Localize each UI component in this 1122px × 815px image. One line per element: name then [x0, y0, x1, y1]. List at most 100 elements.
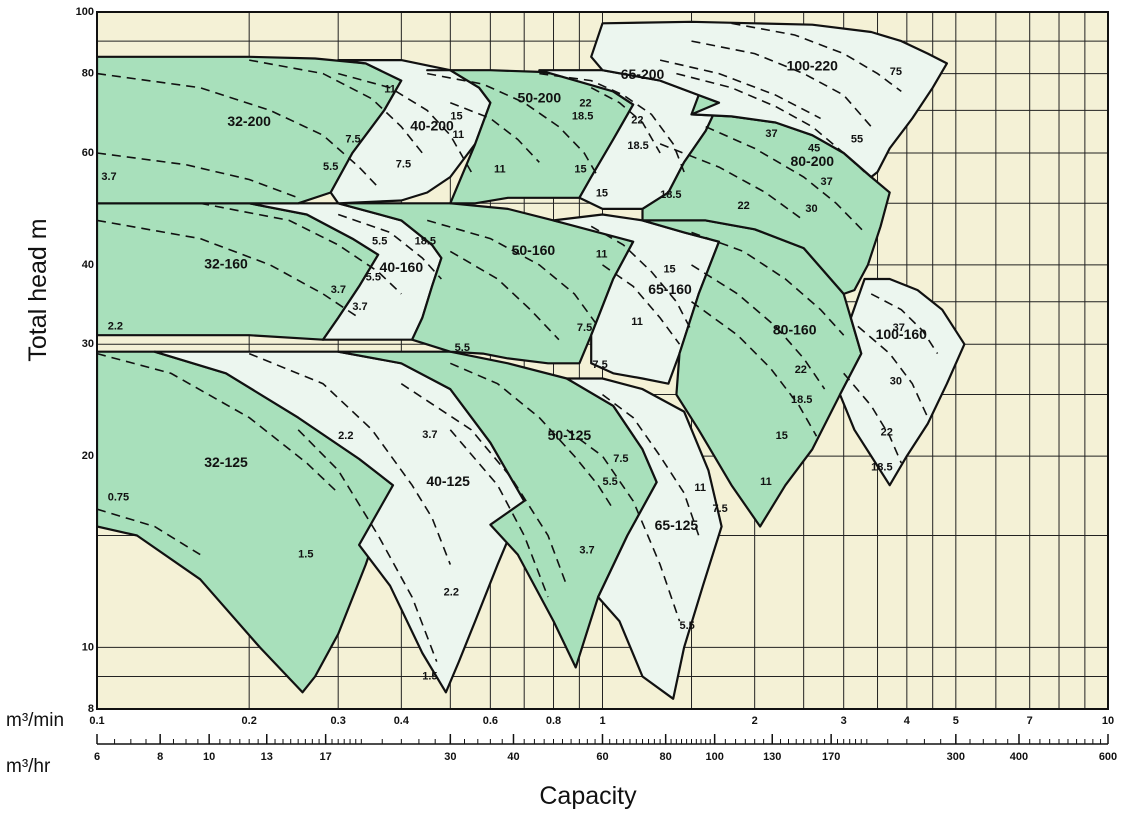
- secondary-tick-label: 30: [444, 751, 456, 763]
- impeller-curve: [97, 352, 339, 494]
- secondary-tick-label: 300: [947, 751, 965, 763]
- power-label: 37: [765, 128, 777, 140]
- y-tick-label: 8: [88, 703, 94, 715]
- x-tick-label: 7: [1027, 715, 1033, 727]
- impeller-curve: [590, 225, 693, 332]
- power-label: 3.7: [579, 545, 594, 557]
- x-axis-title: Capacity: [539, 782, 637, 810]
- impeller-curve: [691, 231, 845, 336]
- y-axis-title: Total head m: [24, 218, 52, 361]
- x-unit-primary: m³/min: [6, 710, 64, 731]
- secondary-tick-label: 600: [1099, 751, 1117, 763]
- power-label: 1.5: [298, 548, 313, 560]
- power-label: 37: [893, 322, 905, 334]
- power-label: 30: [890, 376, 902, 388]
- power-label: 11: [596, 249, 608, 261]
- model-label-65-160: 65-160: [648, 281, 692, 297]
- power-label: 75: [890, 66, 902, 78]
- power-label: 7.5: [396, 159, 411, 171]
- secondary-tick-label: 80: [660, 751, 672, 763]
- impeller-curve: [449, 362, 614, 510]
- power-label: 30: [805, 203, 817, 215]
- impeller-curve: [659, 143, 805, 222]
- power-label: 15: [776, 430, 788, 442]
- zone-50-125: [337, 350, 658, 669]
- power-label: 15: [450, 110, 462, 122]
- power-label: 7.5: [613, 453, 628, 465]
- model-label-32-160: 32-160: [204, 256, 248, 272]
- zone-100-220: [590, 20, 949, 179]
- power-label: 18.5: [415, 236, 436, 248]
- x-tick-label: 0.3: [331, 715, 346, 727]
- impeller-curve: [843, 372, 903, 464]
- y-tick-label: 20: [82, 450, 94, 462]
- power-label: 18.5: [791, 394, 812, 406]
- model-label-50-160: 50-160: [512, 242, 556, 258]
- zone-65-125: [565, 377, 723, 700]
- impeller-curves: [97, 22, 939, 662]
- y-tick-labels: 8 10 20 30 40 60 80 100: [76, 6, 94, 715]
- power-label: 3.7: [101, 171, 116, 183]
- power-annotations: 0.75 1.5 2.2 1.5 2.2 3.7 3.7 5.5 7.5 7.5 11 5.5 2.2 3…: [101, 66, 905, 683]
- impeller-curve: [857, 325, 929, 418]
- power-label: 45: [808, 142, 820, 154]
- secondary-tick-label: 60: [596, 751, 608, 763]
- impeller-curve: [450, 101, 540, 163]
- power-label: 7.5: [592, 359, 607, 371]
- x-tick-label: 2: [752, 715, 758, 727]
- secondary-tick-label: 8: [157, 751, 163, 763]
- power-label: 11: [694, 482, 706, 494]
- x-tick-label: 0.2: [242, 715, 257, 727]
- power-label: 3.7: [352, 301, 367, 313]
- model-label-100-220: 100-220: [787, 57, 839, 73]
- x-tick-label: 0.8: [546, 715, 561, 727]
- impeller-curve: [337, 72, 472, 173]
- impeller-curve: [731, 22, 902, 93]
- impeller-curve: [249, 59, 423, 154]
- power-label: 18.5: [572, 110, 593, 122]
- y-tick-label: 60: [82, 147, 94, 159]
- impeller-curve: [566, 429, 681, 622]
- power-label: 3.7: [331, 284, 346, 296]
- secondary-tick-label: 13: [261, 751, 273, 763]
- power-label: 11: [631, 316, 643, 328]
- impeller-curve: [337, 213, 442, 280]
- impeller-curve: [97, 508, 201, 556]
- impeller-curve: [676, 72, 866, 173]
- model-label-32-125: 32-125: [204, 454, 248, 470]
- x-tick-label: 0.6: [483, 715, 498, 727]
- zone-100-160: [838, 277, 966, 487]
- x-tick-label: 3: [841, 715, 847, 727]
- power-label: 15: [663, 264, 675, 276]
- x-tick-label: 0.4: [394, 715, 410, 727]
- model-label-40-160: 40-160: [380, 259, 424, 275]
- impeller-curve: [602, 264, 681, 345]
- secondary-tick-label: 17: [320, 751, 332, 763]
- x-tick-label: 5: [953, 715, 959, 727]
- model-label-32-200: 32-200: [227, 113, 271, 129]
- impeller-curve: [691, 264, 826, 390]
- impeller-curve: [426, 219, 599, 327]
- impeller-curve: [659, 59, 821, 120]
- power-label: 11: [494, 163, 506, 175]
- model-label-65-125: 65-125: [655, 517, 699, 533]
- secondary-tick-label: 100: [705, 751, 723, 763]
- power-label: 7.5: [577, 322, 592, 334]
- model-label-50-125: 50-125: [548, 427, 592, 443]
- impeller-curve: [449, 429, 549, 598]
- power-label: 2.2: [444, 586, 459, 598]
- power-label: 5.5: [455, 342, 470, 354]
- power-label: 3.7: [422, 429, 437, 441]
- model-labels: 32-125 40-125 50-125 65-125 32-160 40-160 50-1…: [204, 57, 927, 533]
- power-label: 2.2: [108, 320, 123, 332]
- x-tick-label: 10: [1102, 715, 1114, 727]
- model-label-100-160: 100-160: [876, 326, 928, 342]
- x-tick-labels: 0.1 0.2 0.3 0.4 0.6 0.8 1 2 3 4 5 7 10: [89, 715, 1114, 727]
- power-label: 22: [795, 364, 807, 376]
- impeller-curve: [400, 383, 568, 587]
- impeller-curve: [97, 152, 299, 199]
- power-label: 7.5: [712, 503, 727, 515]
- power-label: 5.5: [679, 620, 694, 632]
